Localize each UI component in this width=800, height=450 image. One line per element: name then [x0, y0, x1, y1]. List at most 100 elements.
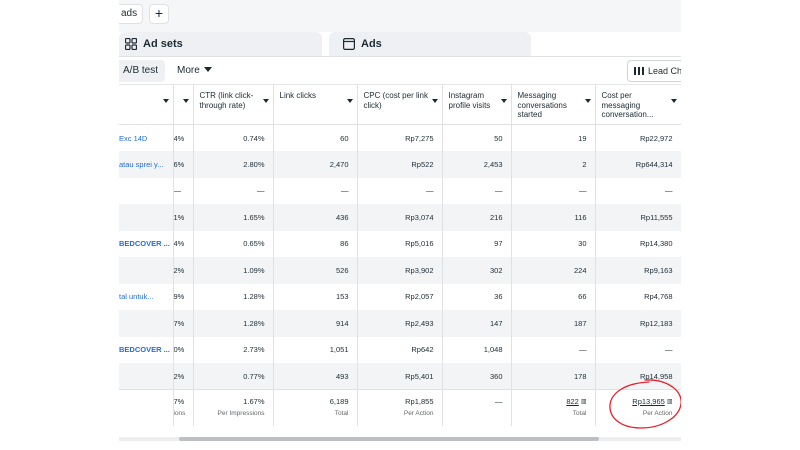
column-header-instagram-visits[interactable]: Instagram profile visits: [442, 84, 512, 125]
instagram-visits-cell: 1,048: [442, 336, 512, 363]
instagram-visits-cell: —: [442, 177, 512, 204]
table-row[interactable]: Exc 14D 4% 0.74% 60 Rp7,275 50 19 Rp22,9…: [119, 124, 681, 151]
campaign-tab[interactable]: ads: [119, 4, 143, 24]
sort-icon: [584, 99, 591, 103]
column-header-cpc[interactable]: CPC (cost per link click): [357, 84, 443, 125]
partial-metric-cell: 1%: [173, 204, 194, 231]
cost-per-messaging-cell: Rp11,555: [595, 204, 681, 231]
tab-ads[interactable]: Ads: [329, 32, 531, 56]
table-row[interactable]: BEDCOVER ... 4% 0.65% 86 Rp5,016 97 30 R…: [119, 230, 681, 257]
column-header-ctr[interactable]: CTR (link click-through rate): [193, 84, 274, 125]
link-clicks-cell: 86: [273, 230, 358, 257]
breakdown-icon[interactable]: ▥: [580, 399, 587, 405]
cpc-cell: Rp5,401: [357, 363, 443, 390]
messaging-started-cell: —: [511, 336, 596, 363]
link-clicks-cell: 526: [273, 257, 358, 284]
more-label: More: [177, 65, 200, 76]
partial-metric-cell: 2%: [173, 363, 194, 390]
totals-messaging-started-cell: 822 ▥ Total: [511, 389, 596, 426]
column-header-partial[interactable]: [173, 84, 194, 125]
totals-cpc-sub: Per Action: [403, 410, 434, 417]
column-header-cost-per-messaging[interactable]: Cost per messaging conversation...: [595, 84, 681, 125]
partial-metric-cell: 4%: [173, 230, 194, 257]
table-row[interactable]: 7% 1.28% 914 Rp2,493 147 187 Rp12,183: [119, 310, 681, 337]
messaging-started-cell: 30: [511, 230, 596, 257]
totals-ctr-value: 1.67%: [243, 397, 265, 406]
link-clicks-cell: 1,051: [273, 336, 358, 363]
grid-icon: [125, 38, 137, 50]
messaging-started-cell: 187: [511, 310, 596, 337]
column-header-label: Instagram profile visits: [448, 91, 491, 110]
column-header-name[interactable]: [119, 84, 174, 125]
cost-per-messaging-cell: —: [595, 336, 681, 363]
cost-per-messaging-cell: Rp12,183: [595, 310, 681, 337]
table-row[interactable]: BEDCOVER ... 0% 2.73% 1,051 Rp642 1,048 …: [119, 336, 681, 363]
column-header-messaging-started[interactable]: Messaging conversations started: [511, 84, 596, 125]
table-row[interactable]: 1% 1.65% 436 Rp3,074 216 116 Rp11,555: [119, 204, 681, 231]
cpc-cell: Rp2,057: [357, 283, 443, 310]
column-header-label: Cost per messaging conversation...: [601, 91, 654, 119]
ads-manager-screenshot: ads + Ad sets Ads A/B test More Lead Cha: [119, 0, 681, 450]
cpc-cell: Rp3,074: [357, 204, 443, 231]
messaging-started-cell: 2: [511, 151, 596, 178]
partial-metric-cell: —: [173, 177, 194, 204]
new-tab-button[interactable]: +: [149, 4, 169, 24]
totals-ctr-sub: Per Impressions: [217, 410, 265, 417]
table-row[interactable]: 2% 0.77% 493 Rp5,401 360 178 Rp14,958: [119, 363, 681, 390]
ad-name-link[interactable]: Exc 14D: [119, 124, 174, 151]
tab-ad-sets[interactable]: Ad sets: [119, 32, 322, 56]
ad-name-link[interactable]: tal untuk...: [119, 283, 174, 310]
table-row[interactable]: tal untuk... 9% 1.28% 153 Rp2,057 36 66 …: [119, 283, 681, 310]
scrollbar-thumb[interactable]: [179, 437, 599, 441]
totals-ctr-cell: 1.67% Per Impressions: [193, 389, 274, 426]
table-row[interactable]: atau sprei y... 6% 2.80% 2,470 Rp522 2,4…: [119, 151, 681, 178]
cpc-cell: —: [357, 177, 443, 204]
horizontal-scrollbar[interactable]: [119, 437, 681, 441]
ad-name-link[interactable]: [119, 177, 174, 204]
more-dropdown[interactable]: More: [177, 60, 212, 82]
chevron-down-icon: [203, 67, 212, 72]
cost-per-messaging-cell: Rp644,314: [595, 151, 681, 178]
totals-instagram-visits-cell: —: [442, 389, 512, 426]
columns-icon: [634, 67, 644, 75]
ctr-cell: 1.28%: [193, 283, 274, 310]
ad-name-link[interactable]: [119, 204, 174, 231]
ad-name-link[interactable]: [119, 257, 174, 284]
messaging-started-cell: 66: [511, 283, 596, 310]
table-row[interactable]: — — — — — — —: [119, 177, 681, 204]
totals-cpc-value: Rp1,855: [405, 397, 434, 406]
ad-name-link[interactable]: BEDCOVER ...: [119, 336, 174, 363]
totals-cost-per-messaging-cell: Rp13,965 ▥ Per Action: [595, 389, 681, 426]
totals-partial-cell: 7% ions: [173, 389, 194, 426]
lead-chart-label: Lead Cha: [648, 66, 681, 76]
tab-ad-sets-label: Ad sets: [143, 38, 183, 50]
tab-ads-label: Ads: [361, 38, 382, 50]
totals-cost-per-messaging-value[interactable]: Rp13,965: [632, 397, 665, 406]
totals-link-clicks-value: 6,189: [329, 397, 349, 406]
messaging-started-cell: —: [511, 177, 596, 204]
ctr-cell: 1.09%: [193, 257, 274, 284]
cpc-cell: Rp642: [357, 336, 443, 363]
totals-cost-per-messaging-sub: Per Action: [642, 410, 673, 417]
breakdown-icon[interactable]: ▥: [666, 399, 673, 405]
ad-name-link[interactable]: BEDCOVER ...: [119, 230, 174, 257]
totals-cpc-cell: Rp1,855 Per Action: [357, 389, 443, 426]
partial-metric-cell: 4%: [173, 124, 194, 151]
ad-name-link[interactable]: [119, 363, 174, 390]
ad-name-link[interactable]: atau sprei y...: [119, 151, 174, 178]
instagram-visits-cell: 147: [442, 310, 512, 337]
messaging-started-cell: 224: [511, 257, 596, 284]
ab-test-button[interactable]: A/B test: [119, 60, 165, 82]
cpc-cell: Rp3,902: [357, 257, 443, 284]
totals-partial-sub: ions: [173, 410, 186, 417]
column-header-link-clicks[interactable]: Link clicks: [273, 84, 358, 125]
totals-messaging-started-value[interactable]: 822: [566, 397, 579, 406]
totals-name-cell: [119, 389, 174, 426]
cost-per-messaging-cell: Rp22,972: [595, 124, 681, 151]
lead-chart-button[interactable]: Lead Cha: [627, 60, 681, 82]
ad-name-link[interactable]: [119, 310, 174, 337]
ctr-cell: 2.73%: [193, 336, 274, 363]
cost-per-messaging-cell: Rp14,958: [595, 363, 681, 390]
table-row[interactable]: 2% 1.09% 526 Rp3,902 302 224 Rp9,163: [119, 257, 681, 284]
partial-metric-cell: 7%: [173, 310, 194, 337]
